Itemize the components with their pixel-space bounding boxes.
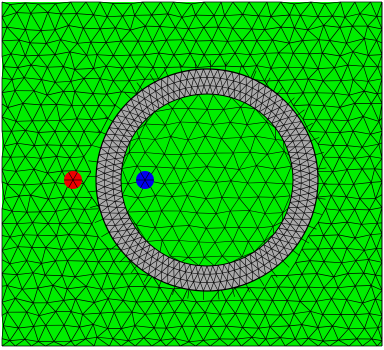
inner-mesh-edges — [121, 94, 293, 266]
inner-disk — [120, 93, 294, 267]
ring-mesh-edges — [87, 60, 327, 300]
markers — [64, 171, 154, 189]
